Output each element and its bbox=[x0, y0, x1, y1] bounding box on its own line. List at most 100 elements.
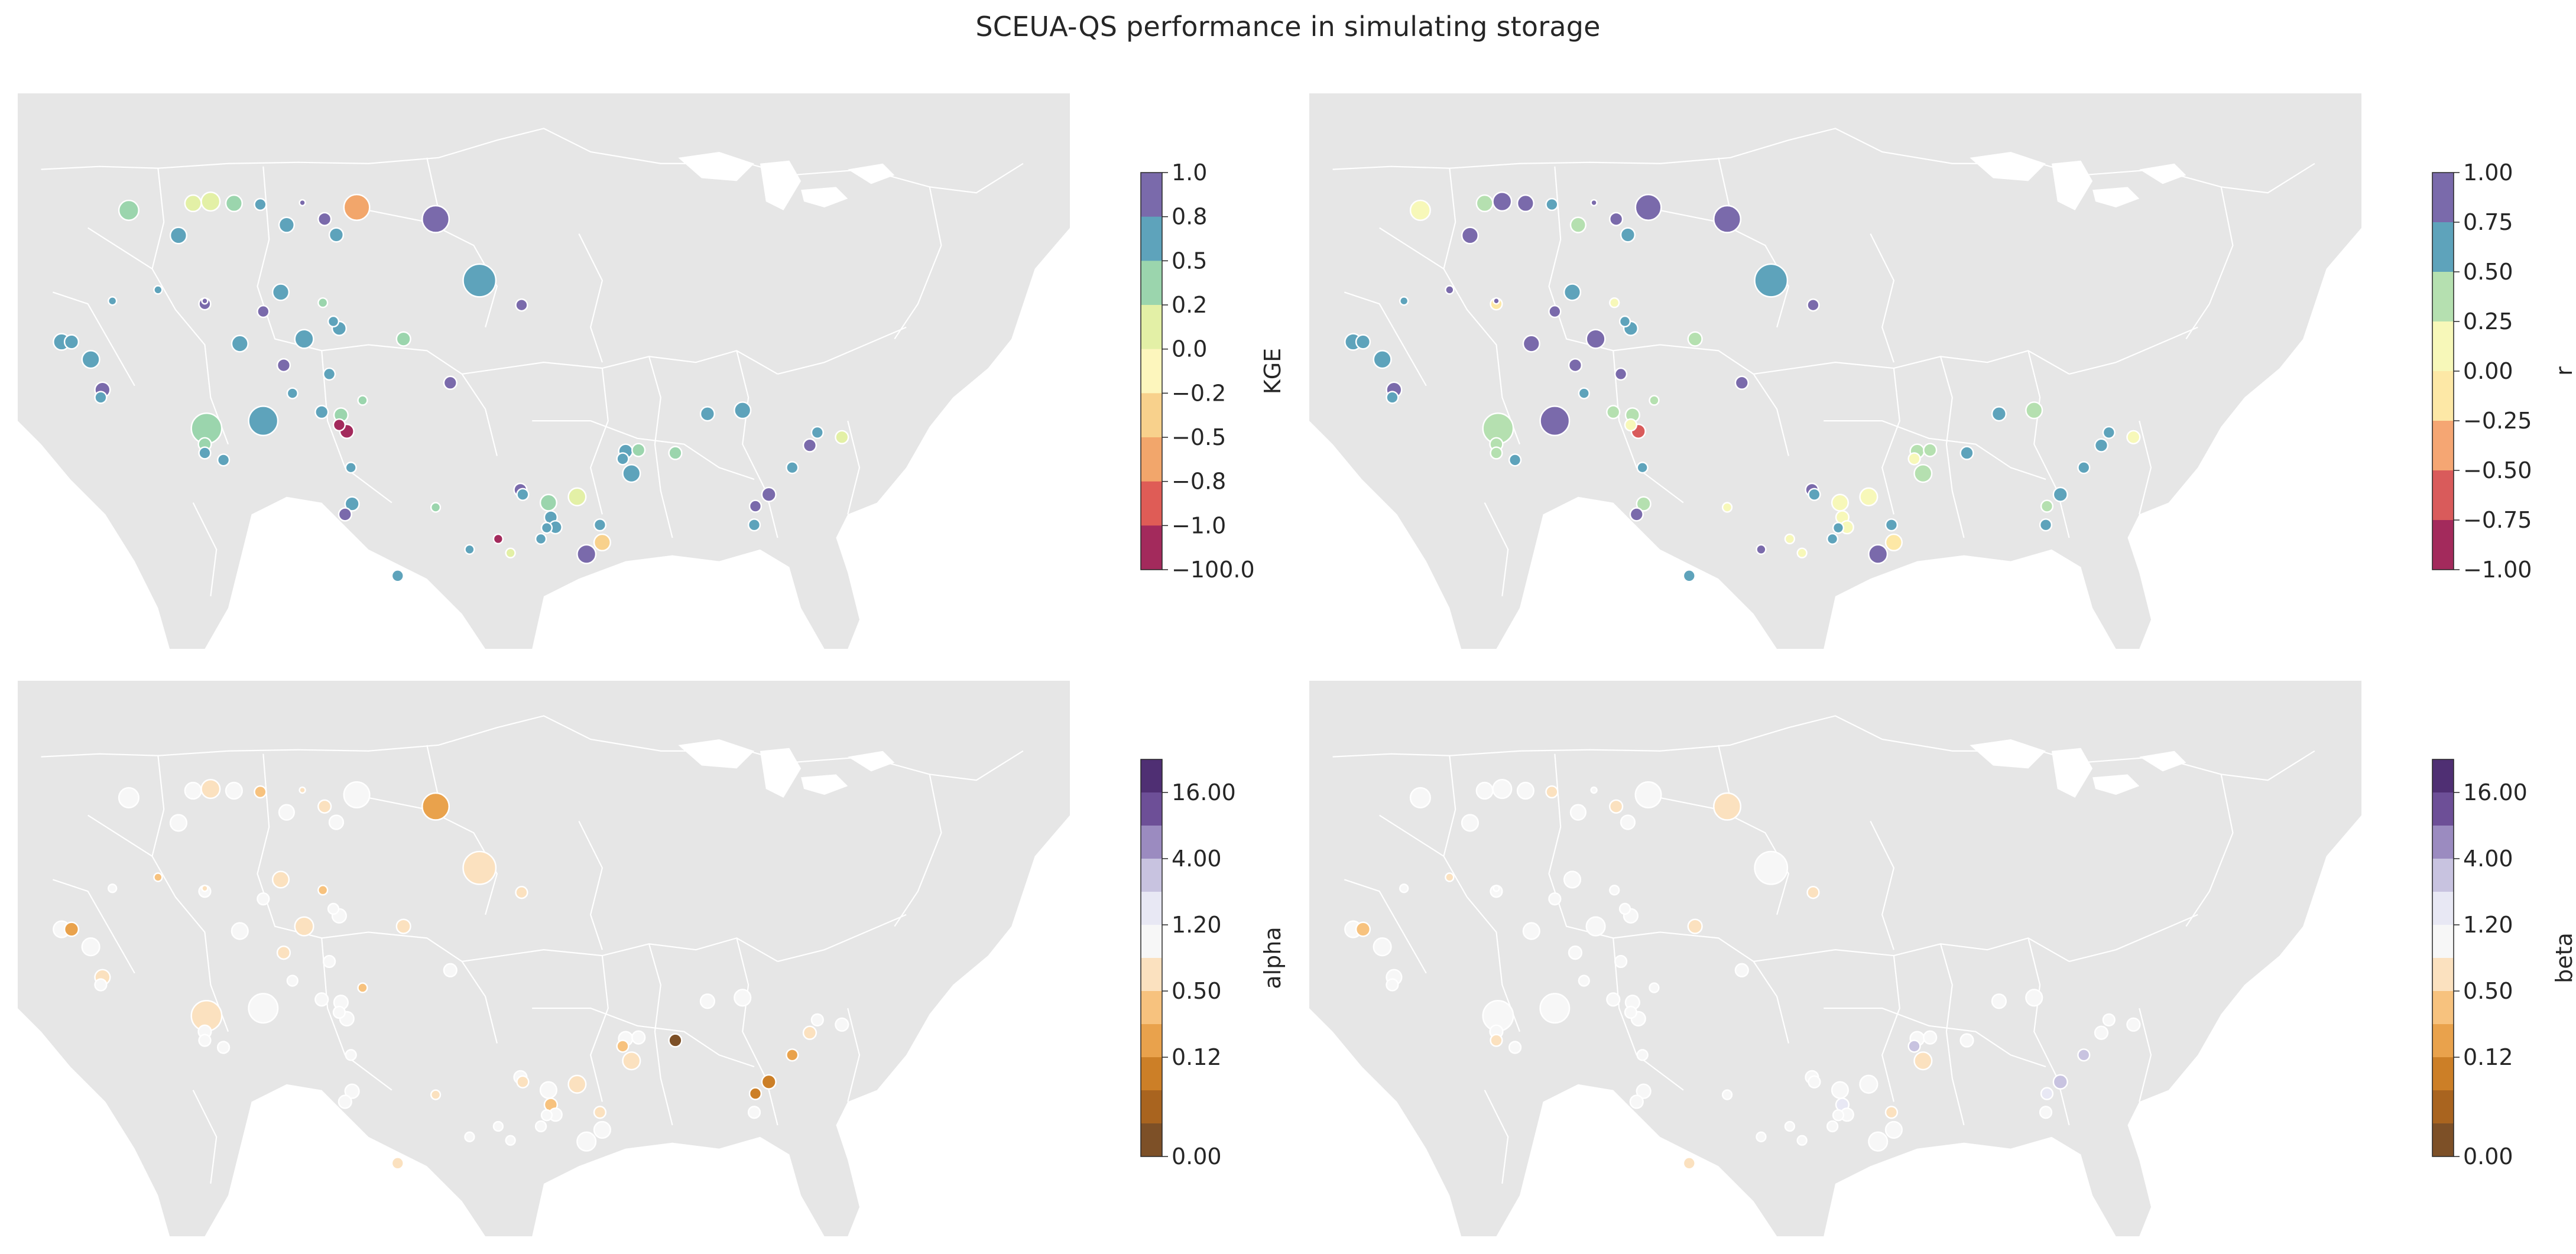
station-marker bbox=[1959, 1033, 1974, 1048]
station-marker bbox=[1636, 462, 1649, 474]
station-marker bbox=[761, 1074, 777, 1090]
colorbar-bin bbox=[2432, 759, 2454, 793]
colorbar-KGE: 1.0 0.8 0.5 0.2 0.0 −0.2 −0.5 −0.8 −1.0 −100.0 KGE bbox=[1140, 160, 1286, 583]
station-marker bbox=[254, 197, 267, 212]
station-marker bbox=[810, 425, 824, 440]
station-marker bbox=[2077, 1048, 2091, 1062]
station-marker bbox=[317, 885, 329, 896]
colorbar-bin bbox=[2432, 925, 2454, 959]
station-marker bbox=[1355, 334, 1371, 350]
station-marker bbox=[1806, 298, 1820, 312]
station-marker bbox=[225, 781, 243, 800]
station-marker bbox=[118, 787, 139, 808]
colorbar-tick-label: 0.25 bbox=[2463, 308, 2513, 334]
colorbar-bin bbox=[1141, 305, 1162, 350]
station-marker bbox=[1399, 883, 1409, 894]
station-marker bbox=[1492, 191, 1513, 212]
basin-border bbox=[736, 938, 778, 1126]
station-marker bbox=[699, 406, 715, 422]
station-marker bbox=[505, 1135, 516, 1146]
colorbar-tick-label: 0.00 bbox=[2463, 1143, 2513, 1169]
basin-border bbox=[257, 166, 498, 456]
basin-border bbox=[1379, 227, 1521, 445]
basin-border bbox=[1824, 1008, 2046, 1068]
basin-border bbox=[532, 420, 755, 480]
station-marker bbox=[2094, 438, 2109, 453]
basin-border bbox=[368, 797, 498, 915]
station-marker bbox=[1991, 993, 2007, 1009]
station-marker bbox=[328, 814, 345, 830]
station-marker bbox=[1618, 315, 1631, 328]
station-marker bbox=[1796, 1135, 1808, 1146]
station-marker bbox=[430, 1089, 442, 1100]
colorbar-frame bbox=[2432, 759, 2454, 1157]
station-marker bbox=[2077, 461, 2091, 475]
station-marker bbox=[515, 886, 528, 899]
station-marker bbox=[539, 1081, 557, 1099]
station-marker bbox=[1475, 781, 1494, 800]
station-marker bbox=[668, 446, 683, 460]
station-marker bbox=[1756, 1131, 1767, 1142]
great-lake bbox=[760, 160, 802, 210]
station-marker bbox=[317, 799, 332, 814]
colorbar-bin bbox=[2432, 272, 2454, 322]
basin-border bbox=[894, 774, 942, 927]
station-marker bbox=[1808, 1075, 1821, 1089]
colorbar-tick-label: 0.50 bbox=[1172, 978, 1222, 1004]
colorbar-bin bbox=[2432, 859, 2454, 892]
colorbar-tick-label: 0.5 bbox=[1172, 248, 1207, 274]
station-marker bbox=[395, 331, 411, 347]
basin-border bbox=[2139, 420, 2152, 515]
basin-border bbox=[2139, 1008, 2152, 1102]
station-marker bbox=[332, 418, 346, 432]
station-marker bbox=[2025, 401, 2043, 420]
great-lake bbox=[848, 751, 895, 772]
great-lake bbox=[801, 774, 848, 795]
basin-border bbox=[578, 233, 604, 363]
station-marker bbox=[1868, 544, 1889, 564]
station-marker bbox=[286, 387, 299, 399]
great-lake bbox=[801, 187, 848, 207]
station-marker bbox=[516, 488, 530, 501]
colorbar-tick-label: 16.00 bbox=[1172, 779, 1236, 805]
station-marker bbox=[1859, 1074, 1879, 1094]
colorbar-tick-label: 0.12 bbox=[2463, 1044, 2513, 1070]
station-marker bbox=[257, 304, 270, 319]
station-marker bbox=[505, 547, 516, 558]
station-marker bbox=[1826, 532, 1839, 545]
station-marker bbox=[343, 193, 371, 221]
basin-border bbox=[151, 168, 165, 269]
map-panel-r bbox=[1309, 93, 2361, 649]
station-marker bbox=[1493, 297, 1500, 305]
basin-border bbox=[41, 715, 1024, 781]
station-marker bbox=[1636, 1083, 1652, 1099]
station-marker bbox=[332, 1005, 346, 1019]
station-marker bbox=[802, 438, 817, 453]
station-marker bbox=[271, 283, 290, 301]
colorbar-bin bbox=[2432, 991, 2454, 1025]
station-marker bbox=[1508, 453, 1522, 467]
colorbar-tick-label: −0.25 bbox=[2463, 408, 2532, 434]
station-marker bbox=[1493, 885, 1500, 892]
great-lake bbox=[678, 151, 754, 181]
colorbar-r: 1.00 0.75 0.50 0.25 0.00 −0.25 −0.50 −0.75 −1.00… bbox=[2432, 160, 2576, 583]
station-marker bbox=[94, 391, 108, 404]
basin-border bbox=[777, 326, 907, 375]
basin-border bbox=[1881, 368, 1900, 515]
station-marker bbox=[63, 921, 80, 937]
station-marker bbox=[294, 329, 314, 349]
station-marker bbox=[1409, 199, 1431, 221]
station-marker bbox=[835, 430, 849, 444]
station-marker bbox=[343, 781, 371, 808]
station-marker bbox=[1721, 502, 1733, 513]
station-marker bbox=[631, 443, 646, 457]
colorbar-bin bbox=[1141, 892, 1162, 925]
map-panel-beta bbox=[1309, 681, 2361, 1236]
station-marker bbox=[344, 1083, 360, 1099]
colorbar-bin bbox=[2432, 792, 2454, 826]
station-marker bbox=[344, 496, 360, 512]
basin-border bbox=[1939, 356, 1965, 538]
station-marker bbox=[1636, 1049, 1649, 1061]
station-marker bbox=[462, 850, 497, 885]
station-marker bbox=[395, 918, 411, 934]
